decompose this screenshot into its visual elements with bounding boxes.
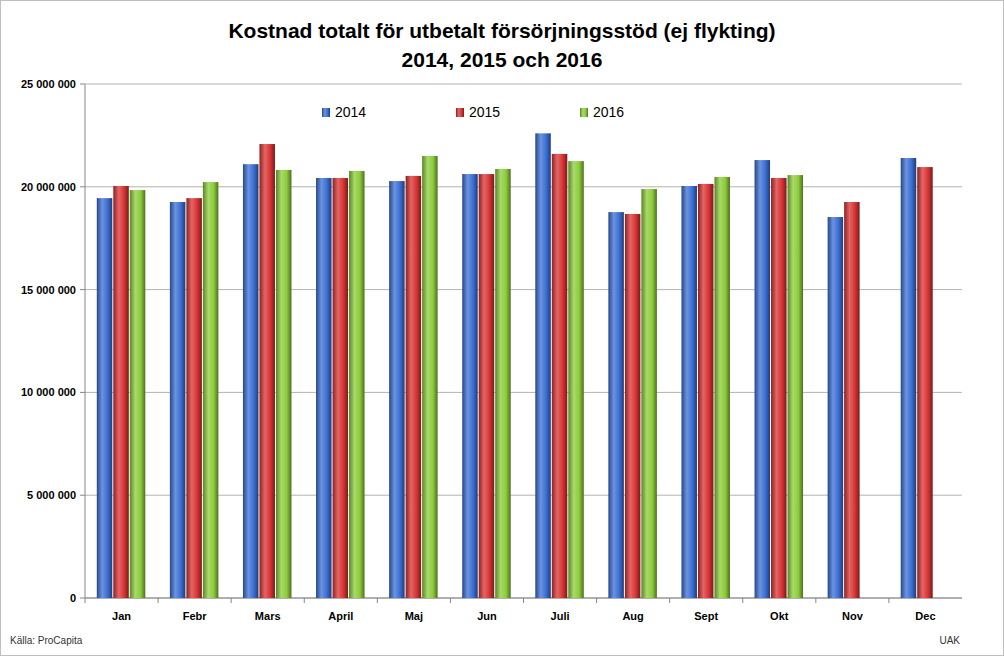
bar (788, 175, 804, 598)
bar (828, 217, 844, 598)
y-tick (80, 84, 85, 85)
x-tick-label: Dec (915, 610, 935, 622)
bar (97, 198, 113, 598)
x-tick-label: Jun (477, 610, 497, 622)
x-tick-label: Maj (405, 610, 423, 622)
bar (608, 212, 624, 598)
title: Kostnad totalt för utbetalt försörjnings… (228, 19, 775, 42)
x-tick-label: Febr (183, 610, 208, 622)
annotation: Källa: ProCapita (10, 635, 83, 646)
bar (698, 184, 714, 598)
y-tick-label: 5 000 000 (27, 489, 76, 501)
x-tick (596, 598, 597, 603)
legend-swatch (322, 108, 330, 117)
subtitle: 2014, 2015 och 2016 (402, 48, 603, 71)
bar (535, 133, 551, 598)
x-tick (304, 598, 305, 603)
x-tick (888, 598, 889, 603)
bar (389, 181, 405, 598)
x-tick-label: Juli (551, 610, 570, 622)
bar (349, 171, 365, 598)
y-tick (80, 392, 85, 393)
bar (316, 178, 332, 598)
bar (479, 174, 495, 598)
bar (186, 198, 202, 598)
bar (422, 156, 438, 598)
bar (681, 186, 697, 598)
y-tick-label: 20 000 000 (21, 181, 76, 193)
x-tick (669, 598, 670, 603)
chart-frame (1, 1, 1004, 656)
x-tick-label: Mars (255, 610, 281, 622)
y-tick-label: 0 (70, 592, 76, 604)
x-tick-label: Aug (622, 610, 643, 622)
y-tick (80, 186, 85, 187)
bar (901, 158, 917, 598)
x-tick (815, 598, 816, 603)
bar (844, 202, 860, 598)
legend-label: 2016 (593, 104, 624, 120)
y-axis (85, 84, 86, 598)
x-tick (377, 598, 378, 603)
bar (917, 167, 933, 598)
legend-label: 2014 (335, 104, 366, 120)
bar (625, 214, 641, 598)
bar (130, 190, 146, 598)
bar (641, 189, 657, 598)
y-tick (80, 289, 85, 290)
x-tick-label: Sept (694, 610, 718, 622)
chart: Kostnad totalt för utbetalt försörjnings… (0, 0, 1004, 656)
x-tick (523, 598, 524, 603)
bar (333, 178, 349, 598)
bar (552, 154, 568, 598)
bar (462, 174, 478, 598)
x-tick (742, 598, 743, 603)
bar (170, 202, 186, 598)
legend-swatch (456, 108, 464, 117)
y-tick-label: 10 000 000 (21, 386, 76, 398)
bar (113, 186, 128, 598)
y-tick-label: 25 000 000 (21, 78, 76, 90)
x-tick-label: April (328, 610, 353, 622)
bar (406, 176, 422, 598)
bar (276, 170, 292, 598)
x-tick (85, 598, 86, 603)
x-tick (231, 598, 232, 603)
bar (243, 164, 258, 598)
legend-swatch (580, 108, 588, 117)
x-tick (158, 598, 159, 603)
grid-line (85, 84, 962, 85)
bars (97, 133, 933, 598)
bar (714, 177, 730, 598)
x-tick-label: Okt (770, 610, 789, 622)
x-tick (450, 598, 451, 603)
x-tick-label: Jan (112, 610, 131, 622)
legend-label: 2015 (469, 104, 500, 120)
bar (259, 144, 275, 598)
annotation: UAK (939, 635, 960, 646)
bar (203, 182, 219, 598)
bar (495, 169, 511, 598)
y-tick (80, 495, 85, 496)
y-tick-label: 15 000 000 (21, 284, 76, 296)
y-tick (80, 598, 85, 599)
bar (771, 178, 787, 598)
bar (755, 160, 771, 598)
x-tick-label: Nov (842, 610, 864, 622)
bar (568, 161, 584, 598)
